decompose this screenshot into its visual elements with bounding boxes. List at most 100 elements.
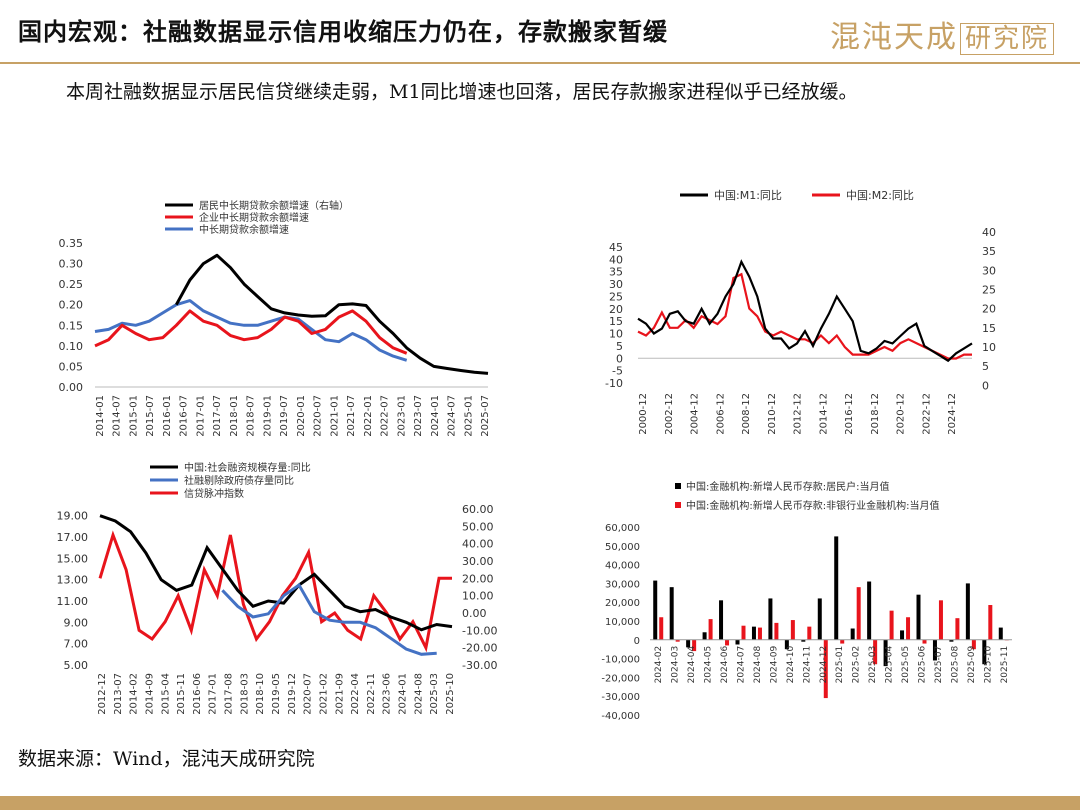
legend-label-0: 中国:金融机构:新增人民币存款:居民户:当月值 xyxy=(686,480,889,493)
y-tick-label-left: 40 xyxy=(609,253,623,266)
legend-label-2: 中长期贷款余额增速 xyxy=(199,223,289,236)
y-tick-label-right: 10.00 xyxy=(462,590,494,603)
y-tick-label-left: 35 xyxy=(609,266,623,279)
bar-black xyxy=(982,639,987,665)
page-title: 国内宏观：社融数据显示信用收缩压力仍在，存款搬家暂缓 xyxy=(18,17,668,46)
x-tick-label: 2021-01 xyxy=(329,395,340,437)
x-tick-label: 2025-07 xyxy=(934,646,944,684)
y-tick-label-left: 10 xyxy=(609,328,623,341)
legend-label-0: 中国:社会融资规模存量:同比 xyxy=(184,461,311,474)
x-tick-label: 2017-01 xyxy=(195,395,206,437)
bar-red xyxy=(840,639,845,644)
series-line-afre-ex-gov xyxy=(221,582,437,656)
bar-black xyxy=(669,587,674,640)
x-tick-label: 2025-01 xyxy=(835,646,845,684)
series-line-red xyxy=(94,309,408,355)
x-tick-label: 2022-12 xyxy=(921,393,932,435)
x-tick-label: 2018-12 xyxy=(870,393,881,435)
x-tick-label: 2017-08 xyxy=(224,673,235,715)
bar-black xyxy=(653,580,658,640)
x-tick-label: 2025-10 xyxy=(445,673,456,715)
x-tick-label: 2014-09 xyxy=(144,673,155,715)
x-tick-label: 2020-01 xyxy=(296,395,307,437)
bar-red xyxy=(873,639,878,665)
y-tick-label-right: 0 xyxy=(982,379,989,392)
bar-black xyxy=(751,626,756,640)
y-tick-label-left: 15 xyxy=(609,315,623,328)
x-tick-label: 2014-07 xyxy=(112,395,123,437)
bar-black xyxy=(817,598,822,640)
bar-red xyxy=(988,605,993,640)
y-tick-label-right: 10 xyxy=(982,341,996,354)
x-tick-label: 2024-12 xyxy=(947,393,958,435)
y-tick-label: -40,000 xyxy=(601,711,640,722)
y-tick-label: 40,000 xyxy=(605,561,640,572)
x-tick-label: 2021-02 xyxy=(318,673,329,715)
bar-black xyxy=(916,594,921,640)
x-tick-label: 2019-07 xyxy=(279,395,290,437)
x-tick-label: 2025-06 xyxy=(918,646,928,684)
series-line-blue xyxy=(94,299,408,362)
chart-deposits: 中国:金融机构:新增人民币存款:居民户:当月值中国:金融机构:新增人民币存款:非… xyxy=(601,480,1012,722)
bar-red xyxy=(725,639,730,646)
y-tick-label-right: 40 xyxy=(982,226,996,239)
legend-label-1: 企业中长期贷款余额增速 xyxy=(199,211,309,224)
y-tick-label-right: 0.00 xyxy=(462,607,487,620)
x-tick-label: 2024-07 xyxy=(737,646,747,684)
y-tick-label-right: 35 xyxy=(982,245,996,258)
x-tick-label: 2023-01 xyxy=(396,395,407,437)
x-tick-label: 2022-11 xyxy=(366,673,377,715)
y-tick-label-left: 5.00 xyxy=(64,659,89,672)
x-tick-label: 2024-08 xyxy=(413,673,424,715)
y-tick-label-left: 0 xyxy=(616,352,623,365)
x-tick-label: 2004-12 xyxy=(690,393,701,435)
legend-label-1: 中国:M2:同比 xyxy=(846,189,914,202)
x-tick-label: 2021-07 xyxy=(346,395,357,437)
x-tick-label: 2018-07 xyxy=(246,395,257,437)
x-tick-label: 2024-09 xyxy=(769,646,779,684)
x-tick-label: 2025-08 xyxy=(950,646,960,684)
y-tick-label: 10,000 xyxy=(605,617,640,628)
bar-black xyxy=(998,627,1003,640)
bar-red xyxy=(659,617,664,640)
y-tick-label-left: 17.00 xyxy=(57,531,89,544)
x-tick-label: 2017-01 xyxy=(208,673,219,715)
y-tick-label-right: 60.00 xyxy=(462,503,494,516)
x-tick-label: 2022-07 xyxy=(380,395,391,437)
x-tick-label: 2025-01 xyxy=(463,395,474,437)
y-tick-label-left: -10 xyxy=(605,377,623,390)
legend-label-2: 信贷脉冲指数 xyxy=(184,487,244,500)
x-tick-label: 2015-04 xyxy=(160,673,171,715)
y-tick-label-left: 7.00 xyxy=(64,638,89,651)
bar-black xyxy=(702,632,707,640)
y-tick-label: 0.00 xyxy=(59,381,84,394)
x-tick-label: 2015-11 xyxy=(176,673,187,715)
header-divider xyxy=(0,62,1080,64)
legend-label-0: 居民中长期贷款余额增速（右轴） xyxy=(199,199,349,212)
y-tick-label-right: -30.00 xyxy=(462,659,497,672)
x-tick-label: 2024-02 xyxy=(654,646,664,684)
brand-box: 研究院 xyxy=(959,23,1054,55)
series-line-m1 xyxy=(637,259,973,363)
x-tick-label: 2024-05 xyxy=(704,646,714,684)
bar-black xyxy=(867,581,872,640)
y-tick-label-right: 25 xyxy=(982,283,996,296)
x-tick-label: 2016-12 xyxy=(844,393,855,435)
y-tick-label: 50,000 xyxy=(605,542,640,553)
x-tick-label: 2025-03 xyxy=(868,646,878,684)
x-tick-label: 2025-09 xyxy=(967,646,977,684)
bar-black xyxy=(949,639,954,642)
y-tick-label-right: 5 xyxy=(982,360,989,373)
bar-red xyxy=(955,618,960,640)
x-tick-label: 2020-12 xyxy=(896,393,907,435)
bar-black xyxy=(686,639,691,648)
x-tick-label: 2013-07 xyxy=(113,673,124,715)
bar-black xyxy=(965,583,970,640)
y-tick-label: 20,000 xyxy=(605,598,640,609)
y-tick-label-left: 30 xyxy=(609,278,623,291)
y-tick-label: 60,000 xyxy=(605,523,640,534)
y-tick-label-left: 45 xyxy=(609,241,623,254)
legend-label-1: 中国:金融机构:新增人民币存款:非银行业金融机构:当月值 xyxy=(686,499,939,512)
y-tick-label: 0.10 xyxy=(59,340,84,353)
y-tick-label-right: -10.00 xyxy=(462,624,497,637)
